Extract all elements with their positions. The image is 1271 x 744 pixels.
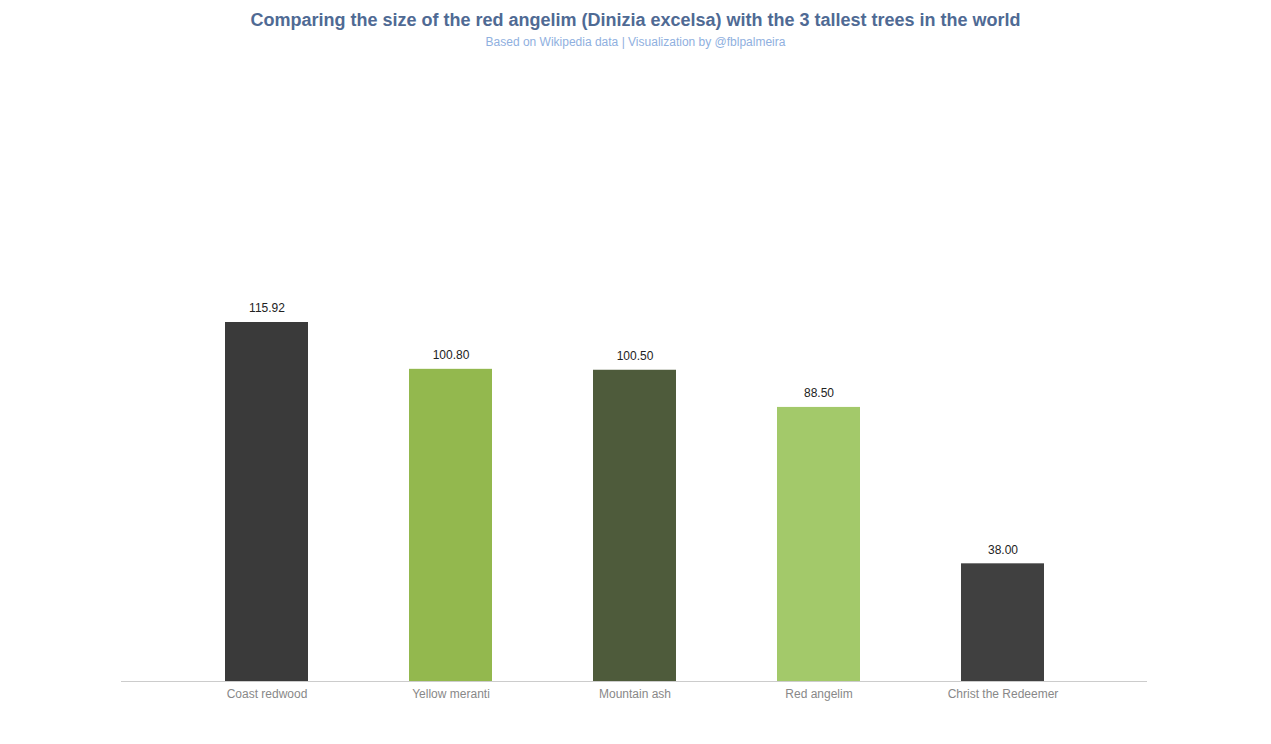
html-text:Comparing the size of the red: Comparing the size of the red angelim (D… xyxy=(250,10,1021,30)
svg-text:Mountain ash: Mountain ash xyxy=(599,687,671,701)
svg-text:38.00: 38.00 xyxy=(988,543,1018,557)
svg-text:Red angelim: Red angelim xyxy=(785,687,852,701)
svg-text:115.92: 115.92 xyxy=(249,301,285,315)
svg-text:100.80: 100.80 xyxy=(433,348,470,362)
svg-text:100.50: 100.50 xyxy=(617,349,654,363)
svg-text:Christ the Redeemer: Christ the Redeemer xyxy=(948,687,1059,701)
svg-text:88.50: 88.50 xyxy=(804,386,834,400)
svg-text:Yellow meranti: Yellow meranti xyxy=(412,687,490,701)
svg-text:Coast redwood: Coast redwood xyxy=(227,687,308,701)
html-text:Based on Wikipedia data | Visu: Based on Wikipedia data | Visualization … xyxy=(485,35,786,49)
